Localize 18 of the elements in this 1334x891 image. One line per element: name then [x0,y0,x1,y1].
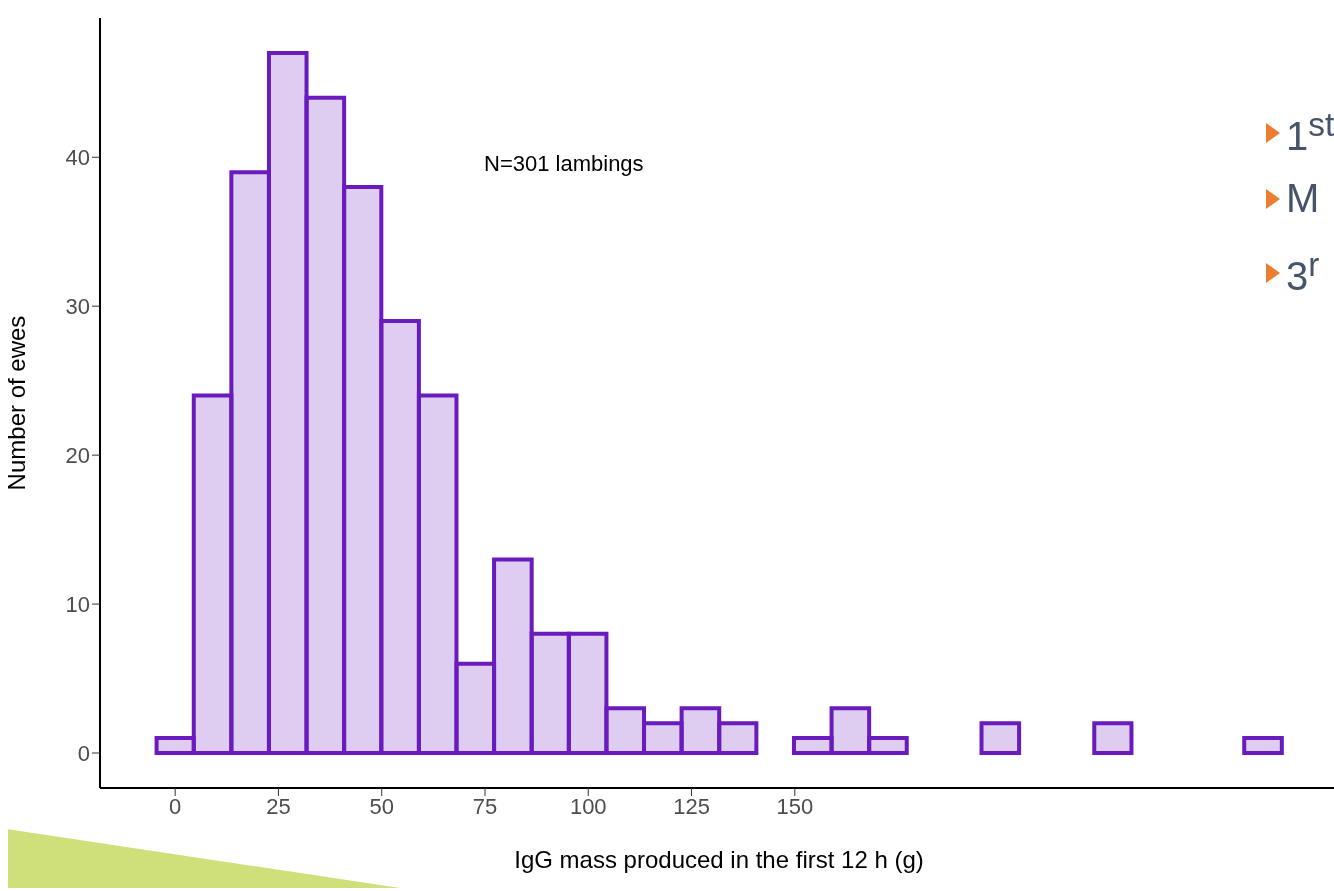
x-tick-label: 100 [569,793,607,819]
y-tick-label: 0 [77,740,90,766]
annotation: M [1286,176,1320,221]
y-axis-title: Number of ewes [2,315,30,491]
x-tick-label: 25 [266,793,291,819]
annotation: N=301 lambings [484,151,644,177]
x-tick-label: 75 [472,793,498,819]
x-tick-label: 125 [673,793,710,819]
y-tick-label: 30 [65,294,90,319]
y-tick-label: 20 [65,442,90,468]
x-tick-label: 0 [169,793,182,819]
x-tick-label: 150 [776,793,814,819]
annotation: 3$^{r}$ [1286,246,1320,300]
y-tick-label: 10 [65,591,90,617]
annotation: 1$^{st}$ [1286,106,1334,160]
y-tick-label: 40 [65,145,90,171]
x-axis-title: IgG mass produced in the first 12 h (g) [514,846,924,873]
x-tick-label: 50 [369,793,394,819]
